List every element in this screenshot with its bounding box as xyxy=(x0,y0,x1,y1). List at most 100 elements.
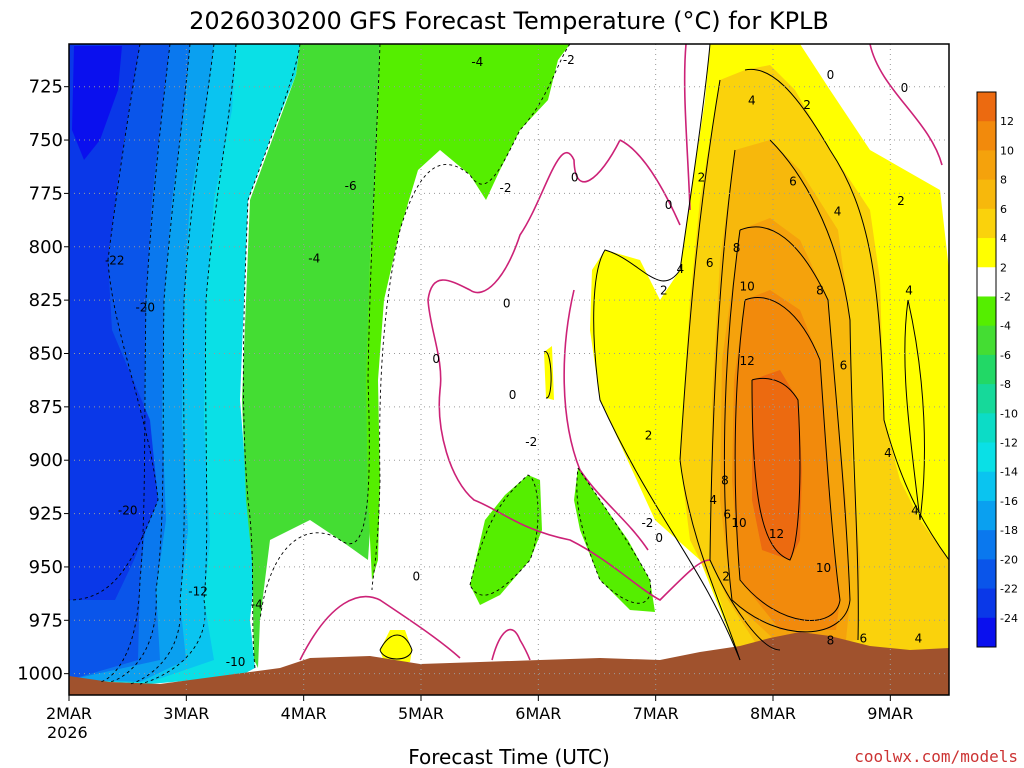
contour-label: 0 xyxy=(665,198,673,212)
colorbar-swatch xyxy=(977,354,996,385)
colorbar-label: -20 xyxy=(1000,553,1018,566)
y-tick-label-975: 975 xyxy=(29,610,63,631)
colorbar-swatch xyxy=(977,150,996,181)
y-tick-label-950: 950 xyxy=(29,557,63,578)
contour-label: 2 xyxy=(660,284,668,298)
colorbar-swatch xyxy=(977,442,996,473)
band-minus-2-to-4 xyxy=(366,44,570,580)
colorbar-label: -10 xyxy=(1000,407,1018,420)
colorbar-swatch xyxy=(977,530,996,560)
contour-label: -6 xyxy=(345,179,357,193)
y-tick-label-800: 800 xyxy=(29,237,63,258)
plot-frame xyxy=(68,43,950,696)
colorbar-label: -24 xyxy=(1000,612,1018,625)
band-minus-2-to-4-ridge xyxy=(574,468,655,612)
colorbar-label: -6 xyxy=(1000,349,1011,362)
x-tick-label-3MAR: 3MAR xyxy=(163,704,209,723)
chart-title: 2026030200 GFS Forecast Temperature (°C)… xyxy=(189,7,829,35)
contour-label: 4 xyxy=(676,262,684,276)
x-tick-label-5MAR: 5MAR xyxy=(398,704,444,723)
positive-contour-lines xyxy=(379,44,949,661)
colorbar-swatch xyxy=(977,559,996,590)
contour-label: 2 xyxy=(722,570,730,584)
colorbar-label: 10 xyxy=(1000,144,1014,157)
x-tick-label-4MAR: 4MAR xyxy=(281,704,327,723)
colorbar-swatch xyxy=(977,208,996,239)
contour-label: 2 xyxy=(698,170,706,184)
contour-label: 0 xyxy=(503,296,511,310)
freezing-line-0c xyxy=(299,44,943,661)
credit-text: coolwx.com/models xyxy=(854,747,1018,766)
ground-surface xyxy=(69,632,949,695)
colorbar-label: -18 xyxy=(1000,524,1018,537)
y-tick-label-850: 850 xyxy=(29,343,63,364)
contour-label: 6 xyxy=(789,175,797,189)
contour-label: -2 xyxy=(563,53,575,67)
y-tick-label-725: 725 xyxy=(29,77,63,98)
contour-label: 6 xyxy=(723,508,731,522)
colorbar-swatch xyxy=(977,413,996,444)
colorbar-swatch xyxy=(977,588,996,619)
contour-label: 8 xyxy=(827,634,835,648)
band-minus-2-to-4-mid xyxy=(470,475,542,605)
band-2-to-4-low xyxy=(380,630,412,662)
contour-label: 4 xyxy=(884,446,892,460)
colorbar-label: -14 xyxy=(1000,466,1018,479)
colorbar-swatch xyxy=(977,267,996,297)
contour-label: -4 xyxy=(251,597,263,611)
contour-label: 4 xyxy=(834,205,842,219)
x-axis-title: Forecast Time (UTC) xyxy=(408,745,610,768)
x-tick-label-9MAR: 9MAR xyxy=(867,704,913,723)
colorbar-label: -16 xyxy=(1000,495,1018,508)
band-above-12 xyxy=(752,370,802,560)
contour-label: 2 xyxy=(897,194,905,208)
colorbar-label: -8 xyxy=(1000,378,1011,391)
colorbar-swatch xyxy=(977,500,996,531)
contour-label: 0 xyxy=(901,81,909,95)
colorbar-swatch xyxy=(977,384,996,414)
colorbar-swatch xyxy=(977,179,996,210)
colorbar-label: 12 xyxy=(1000,115,1014,128)
x-tick-label-7MAR: 7MAR xyxy=(633,704,679,723)
band-minus-22-to-24 xyxy=(69,44,158,600)
x-axis: 2MAR 3MAR 4MAR 5MAR 6MAR 7MAR 8MAR 9MAR xyxy=(46,695,913,723)
contour-label: 4 xyxy=(915,632,923,646)
contour-label: 6 xyxy=(706,256,714,270)
contour-label: 10 xyxy=(816,561,831,575)
colorbar-label: -12 xyxy=(1000,437,1018,450)
x-axis-year-label: 2026 xyxy=(47,723,88,742)
band-2-to-4-blob xyxy=(544,346,554,400)
contour-label: 0 xyxy=(412,570,420,584)
contour-label: 0 xyxy=(655,531,663,545)
colorbar-swatch xyxy=(977,471,996,502)
band-below-minus-24 xyxy=(72,46,122,160)
colorbar-label: 2 xyxy=(1000,261,1007,274)
y-tick-label-1000: 1000 xyxy=(17,664,63,685)
contour-label: -4 xyxy=(471,55,483,69)
colorbar-label: 8 xyxy=(1000,174,1007,187)
colorbar-label: 6 xyxy=(1000,203,1007,216)
colorbar-swatch xyxy=(977,121,996,151)
contour-label: -12 xyxy=(188,585,208,599)
contour-label: 4 xyxy=(911,503,919,517)
contour-label: -2 xyxy=(525,435,537,449)
colorbar-label: -22 xyxy=(1000,583,1018,596)
contour-label: -10 xyxy=(226,655,246,669)
x-tick-label-8MAR: 8MAR xyxy=(750,704,796,723)
contour-label: 4 xyxy=(709,493,717,507)
contour-label: 8 xyxy=(733,241,741,255)
contour-label: -20 xyxy=(135,301,155,315)
colorbar-legend: 12 10 8 6 4 2 -2 -4 -6 -8 -10 -12 -14 -16 -18 -20 -22 -24 xyxy=(976,91,1018,648)
contour-label: 2 xyxy=(645,429,653,443)
colorbar-label: 4 xyxy=(1000,232,1007,245)
y-axis: 725 750 775 800 825 850 875 900 925 950 975 1000 xyxy=(17,77,69,685)
colorbar-swatch xyxy=(977,325,996,356)
contour-label: -20 xyxy=(118,503,138,517)
contour-label: 0 xyxy=(827,68,835,82)
y-tick-label-875: 875 xyxy=(29,397,63,418)
contour-label: 6 xyxy=(860,632,868,646)
contour-label: 0 xyxy=(571,170,579,184)
